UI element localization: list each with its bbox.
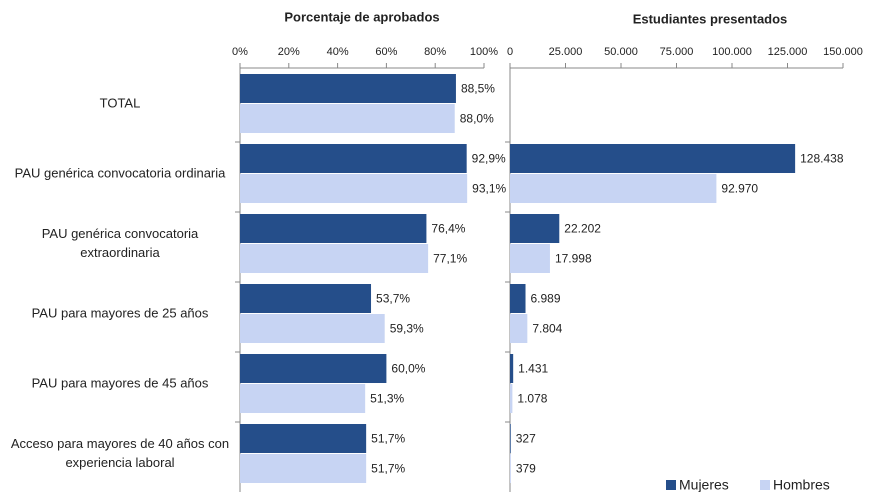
data-label: 88,0% [460, 112, 494, 126]
bar [240, 354, 387, 383]
x-tick-label: 150.000 [823, 46, 863, 58]
data-label: 22.202 [564, 222, 601, 236]
data-label: 51,3% [370, 392, 404, 406]
bar [240, 244, 429, 273]
x-tick-label: 25.000 [549, 46, 583, 58]
x-tick-label: 0% [232, 46, 248, 58]
bar [510, 214, 560, 243]
bar [510, 454, 511, 483]
bar [510, 244, 550, 273]
chart-title: Porcentaje de aprobados [284, 9, 439, 24]
bar [240, 144, 467, 173]
data-label: 59,3% [390, 322, 424, 336]
bar [510, 144, 796, 173]
chart-title: Estudiantes presentados [633, 11, 788, 26]
data-label: 51,7% [371, 462, 405, 476]
data-label: 77,1% [433, 252, 467, 266]
bar [240, 104, 455, 133]
x-tick-label: 40% [327, 46, 349, 58]
bar [510, 314, 528, 343]
bar [510, 354, 514, 383]
data-label: 51,7% [371, 432, 405, 446]
data-label: 17.998 [555, 252, 592, 266]
data-label: 92.970 [721, 182, 758, 196]
x-tick-label: 50.000 [604, 46, 638, 58]
data-label: 379 [516, 462, 536, 476]
bar [510, 384, 513, 413]
legend-swatch [666, 480, 676, 490]
data-label: 60,0% [391, 362, 425, 376]
data-label: 88,5% [461, 82, 495, 96]
data-label: 93,1% [472, 182, 506, 196]
x-tick-label: 75.000 [660, 46, 694, 58]
category-label: PAU genérica convocatoria extraordinaria [41, 226, 199, 260]
legend-label: Mujeres [679, 477, 729, 492]
bar [240, 74, 456, 103]
bar [240, 424, 367, 453]
category-label: Acceso para mayores de 40 años con exper… [10, 436, 230, 470]
bar [240, 174, 468, 203]
legend-label: Hombres [773, 477, 830, 492]
bar [240, 384, 366, 413]
bar [240, 314, 385, 343]
category-label: PAU para mayores de 25 años [31, 305, 209, 321]
x-tick-label: 125.000 [768, 46, 808, 58]
category-label: PAU genérica convocatoria ordinaria [14, 165, 226, 181]
x-tick-label: 0 [507, 46, 513, 58]
data-label: 1.078 [517, 392, 547, 406]
data-label: 128.438 [800, 152, 844, 166]
data-label: 6.989 [531, 292, 561, 306]
x-tick-label: 100.000 [712, 46, 752, 58]
bar [240, 454, 367, 483]
data-label: 7.804 [532, 322, 562, 336]
bar [240, 284, 372, 313]
data-label: 327 [516, 432, 536, 446]
x-tick-label: 20% [278, 46, 300, 58]
data-label: 53,7% [376, 292, 410, 306]
bar [240, 214, 427, 243]
legend-swatch [760, 480, 770, 490]
bar [510, 424, 511, 453]
bar [510, 284, 526, 313]
x-tick-label: 100% [470, 46, 498, 58]
x-tick-label: 80% [424, 46, 446, 58]
data-label: 92,9% [472, 152, 506, 166]
bar [510, 174, 717, 203]
data-label: 76,4% [431, 222, 465, 236]
data-label: 1.431 [518, 362, 548, 376]
x-tick-label: 60% [375, 46, 397, 58]
category-label: PAU para mayores de 45 años [31, 375, 209, 391]
category-label: TOTAL [99, 95, 141, 111]
